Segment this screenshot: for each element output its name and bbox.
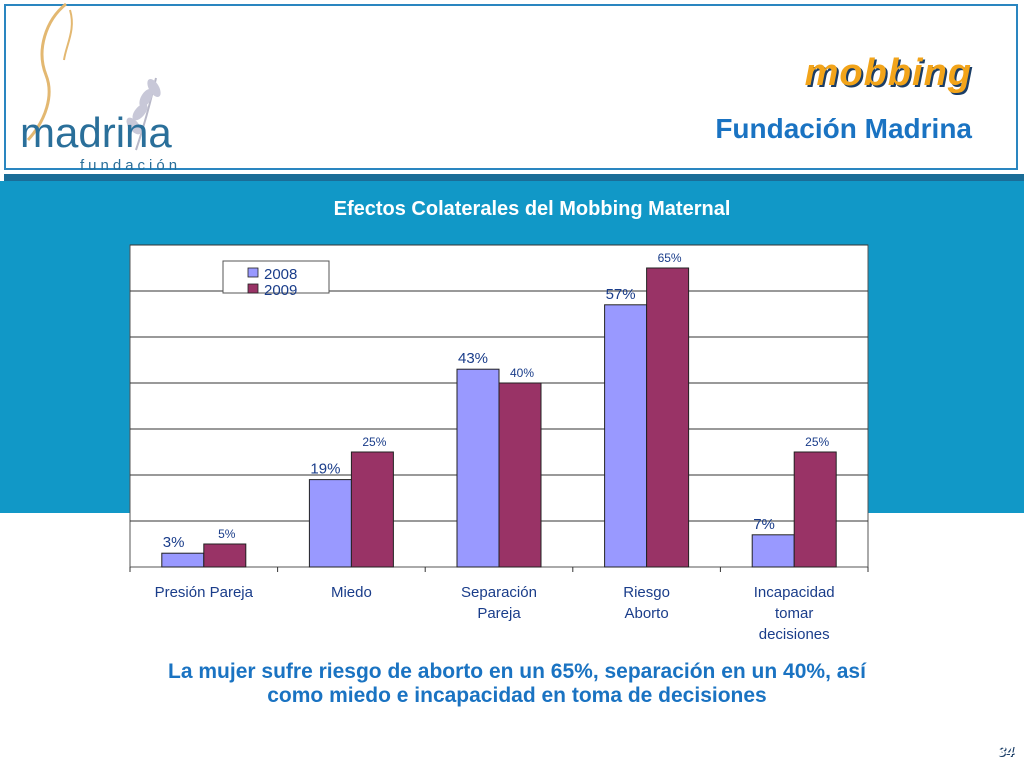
chart-title: Efectos Colaterales del Mobbing Maternal <box>333 198 731 220</box>
slide-header: madrina fundación mobbing Fundación Madr… <box>0 0 1024 176</box>
legend: 2008 2009 <box>222 260 330 299</box>
logo-text: madrina <box>20 109 172 156</box>
madrina-logo: madrina fundación <box>20 2 181 174</box>
bar-label-2009: 65% <box>658 251 682 265</box>
bar-2009 <box>646 267 690 568</box>
x-tick-label: Miedo <box>331 584 372 601</box>
bar-label-2008: 3% <box>163 534 185 551</box>
bar-label-2009: 25% <box>362 435 386 449</box>
header-frame <box>4 4 1018 170</box>
bar-2009 <box>793 451 837 568</box>
x-tick-label: Presión Pareja <box>155 584 254 601</box>
bar-2008 <box>308 479 352 568</box>
bar-label-2009: 40% <box>510 366 534 380</box>
x-axis: Presión Pareja Miedo Separación Pareja Riesg… <box>129 567 869 643</box>
bar-labels: 3% 5% 19% 25% 43% 40% 57% 65% 7% 25% <box>163 251 830 551</box>
bar-label-2008: 7% <box>753 516 775 533</box>
page-number: 34 <box>997 743 1014 760</box>
bar-2009 <box>203 543 247 568</box>
bar-2008 <box>161 552 205 568</box>
bar-2008 <box>456 368 500 568</box>
bar-label-2008: 57% <box>606 286 636 303</box>
slide-caption: La mujer sufre riesgo de aborto en un 65… <box>168 660 866 707</box>
legend-swatch-2008 <box>247 267 259 278</box>
x-tick-label: Riesgo Aborto <box>623 584 670 622</box>
slide-subtitle: Fundación Madrina <box>715 113 972 144</box>
slide-title: mobbing <box>804 52 972 94</box>
x-tick-label: Incapacidad tomar decisiones <box>754 584 835 643</box>
bar-2009 <box>350 451 394 568</box>
legend-swatch-2009 <box>247 283 259 294</box>
legend-box <box>222 260 330 294</box>
bar-2008 <box>751 534 795 568</box>
bar-label-2009: 25% <box>805 435 829 449</box>
bar-label-2009: 5% <box>218 527 236 541</box>
x-tick-label: Separación Pareja <box>461 584 537 622</box>
logo-subtext: fundación <box>80 157 181 174</box>
bar-2008 <box>604 304 648 568</box>
legend-label-2009: 2009 <box>264 282 297 299</box>
bar-2009 <box>498 382 542 568</box>
bar-label-2008: 19% <box>310 461 340 478</box>
header-stripe <box>4 174 1024 181</box>
legend-label-2008: 2008 <box>264 266 297 283</box>
bars <box>161 267 837 568</box>
bar-label-2008: 43% <box>458 350 488 367</box>
